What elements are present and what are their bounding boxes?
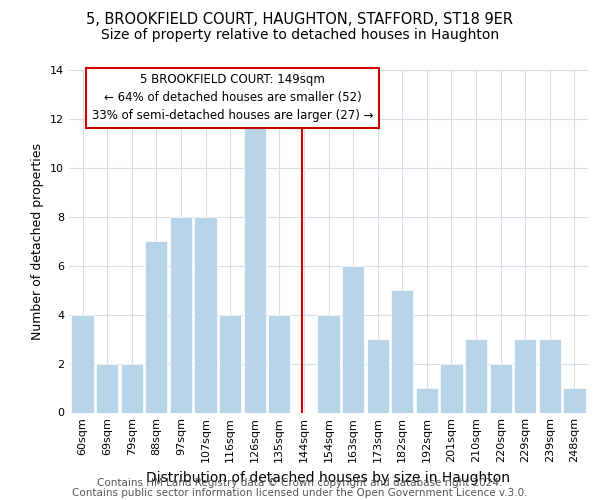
X-axis label: Distribution of detached houses by size in Haughton: Distribution of detached houses by size …: [146, 471, 511, 485]
Bar: [268, 314, 290, 412]
Bar: [219, 314, 241, 412]
Bar: [514, 339, 536, 412]
Bar: [96, 364, 118, 412]
Bar: [194, 217, 217, 412]
Bar: [539, 339, 561, 412]
Bar: [563, 388, 586, 412]
Y-axis label: Number of detached properties: Number of detached properties: [31, 143, 44, 340]
Bar: [367, 339, 389, 412]
Bar: [244, 119, 266, 412]
Bar: [71, 314, 94, 412]
Bar: [465, 339, 487, 412]
Bar: [145, 242, 167, 412]
Bar: [170, 217, 192, 412]
Text: 5 BROOKFIELD COURT: 149sqm
← 64% of detached houses are smaller (52)
33% of semi: 5 BROOKFIELD COURT: 149sqm ← 64% of deta…: [92, 74, 373, 122]
Bar: [342, 266, 364, 412]
Bar: [317, 314, 340, 412]
Text: Size of property relative to detached houses in Haughton: Size of property relative to detached ho…: [101, 28, 499, 42]
Text: 5, BROOKFIELD COURT, HAUGHTON, STAFFORD, ST18 9ER: 5, BROOKFIELD COURT, HAUGHTON, STAFFORD,…: [86, 12, 514, 28]
Bar: [121, 364, 143, 412]
Bar: [391, 290, 413, 412]
Text: Contains public sector information licensed under the Open Government Licence v.: Contains public sector information licen…: [72, 488, 528, 498]
Bar: [416, 388, 438, 412]
Text: Contains HM Land Registry data © Crown copyright and database right 2024.: Contains HM Land Registry data © Crown c…: [97, 478, 503, 488]
Bar: [490, 364, 512, 412]
Bar: [440, 364, 463, 412]
